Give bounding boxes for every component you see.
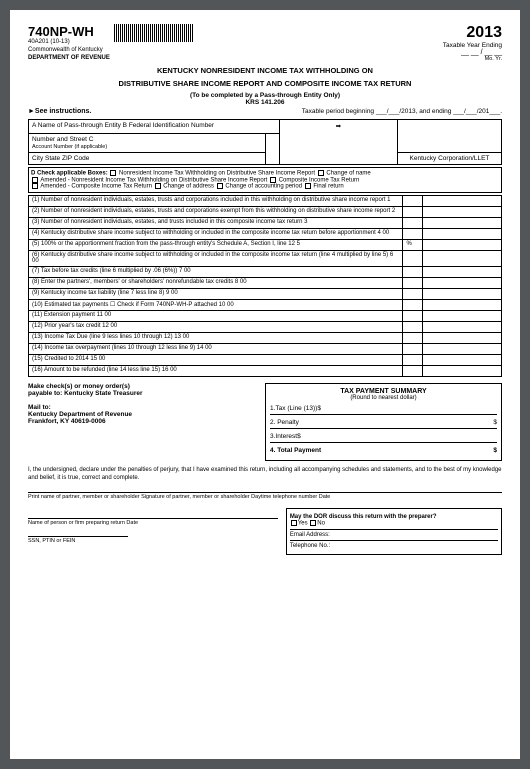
- arrow-icon: ➡: [279, 120, 397, 165]
- checkbox-d3[interactable]: [32, 177, 38, 183]
- email-field[interactable]: Email Address:: [290, 530, 498, 541]
- title-line3: (To be completed by a Pass-through Entit…: [28, 92, 502, 99]
- line-13: (13) Income Tax Due (line 9 less lines 1…: [29, 332, 403, 343]
- line-10: (10) Estimated tax payments ☐ Check if F…: [29, 299, 403, 310]
- telephone-field[interactable]: Telephone No.:: [290, 541, 498, 551]
- line-6: (6) Kentucky distributive share income s…: [29, 250, 403, 266]
- tax-year: 2013: [443, 24, 502, 42]
- line-16: (16) Amount to be refunded (line 14 less…: [29, 365, 403, 376]
- checkbox-no[interactable]: [310, 520, 316, 526]
- entity-info-table: A Name of Pass-through Entity B Federal …: [28, 119, 502, 165]
- title-line2: DISTRIBUTIVE SHARE INCOME REPORT AND COM…: [28, 79, 502, 88]
- checkbox-d8[interactable]: [305, 183, 311, 189]
- line-11: (11) Extension payment 11 00: [29, 310, 403, 321]
- address-c-field[interactable]: Number and Street CAccount Number (if ap…: [29, 134, 266, 153]
- preparer-box: May the DOR discuss this return with the…: [286, 508, 502, 555]
- box-a-label[interactable]: A Name of Pass-through Entity B Federal …: [29, 120, 280, 134]
- form-number: 740NP-WH: [28, 24, 110, 39]
- line-15: (15) Credited to 2014 15 00: [29, 354, 403, 365]
- checkbox-d7[interactable]: [217, 183, 223, 189]
- see-instructions: ►See instructions.: [28, 108, 91, 115]
- summary-interest: 3.Interest$: [270, 433, 301, 440]
- line-14: (14) Income tax overpayment (lines 10 th…: [29, 343, 403, 354]
- line-2: (2) Number of nonresident individuals, e…: [29, 206, 403, 217]
- commonwealth-text: Commonwealth of Kentucky: [28, 47, 110, 53]
- payment-summary-box: TAX PAYMENT SUMMARY (Round to nearest do…: [265, 383, 502, 461]
- summary-tax: 1.Tax (Line (13))$: [270, 405, 321, 412]
- header: 740NP-WH 40A201 (10-13) Commonwealth of …: [28, 24, 502, 62]
- barcode: [114, 24, 194, 42]
- summary-total: 4. Total Payment: [270, 447, 321, 454]
- department-text: DEPARTMENT OF REVENUE: [28, 55, 110, 61]
- pct-symbol: %: [403, 239, 423, 250]
- llet-field[interactable]: Kentucky Corporation/LLET: [397, 153, 501, 165]
- line-7: (7) Tax before tax credits (line 6 multi…: [29, 266, 403, 277]
- fed-id-field[interactable]: [397, 120, 501, 153]
- line-12: (12) Prior year's tax credit 12 00: [29, 321, 403, 332]
- checkbox-d4[interactable]: [270, 177, 276, 183]
- line-8: (8) Enter the partners', members' or sha…: [29, 277, 403, 288]
- date-field[interactable]: __ __ / __ __: [443, 49, 502, 56]
- line-4: (4) Kentucky distributive share income s…: [29, 228, 403, 239]
- city-state-zip-field[interactable]: City State ZIP Code: [29, 153, 266, 165]
- tax-period-text: Taxable period beginning ___/___/2013, a…: [302, 108, 502, 115]
- summary-penalty: 2. Penalty: [270, 419, 299, 426]
- mailing-info: Make check(s) or money order(s) payable …: [28, 383, 255, 461]
- summary-title: TAX PAYMENT SUMMARY: [270, 388, 497, 395]
- spacer: [265, 134, 279, 165]
- declaration-text: I, the undersigned, declare under the pe…: [28, 467, 502, 483]
- preparer-signature-line[interactable]: Name of person or firm preparing return …: [28, 518, 278, 526]
- signature-line-1[interactable]: Print name of partner, member or shareho…: [28, 492, 502, 500]
- line-5: (5) 100% or the apportionment fraction f…: [29, 239, 403, 250]
- d-header: D Check applicable Boxes:: [31, 171, 108, 177]
- tax-year-label: Taxable Year Ending: [443, 42, 502, 49]
- checkbox-d2[interactable]: [318, 170, 324, 176]
- line-9: (9) Kentucky income tax liability (line …: [29, 288, 403, 299]
- line-3: (3) Number of nonresident individuals, e…: [29, 217, 403, 228]
- tax-form-page: 740NP-WH 40A201 (10-13) Commonwealth of …: [10, 10, 520, 759]
- title-line1: KENTUCKY NONRESIDENT INCOME TAX WITHHOLD…: [28, 66, 502, 75]
- sub-form-code: 40A201 (10-13): [28, 39, 110, 45]
- lines-table: (1) Number of nonresident individuals, e…: [28, 195, 502, 377]
- checkbox-d6[interactable]: [155, 183, 161, 189]
- checkbox-section-d: D Check applicable Boxes: Nonresident In…: [28, 167, 502, 193]
- krs-ref: KRS 141.206: [28, 99, 502, 106]
- mo-yr-label: Mo. Yr.: [443, 56, 502, 62]
- checkbox-d1[interactable]: [110, 170, 116, 176]
- line-1: (1) Number of nonresident individuals, e…: [29, 195, 403, 206]
- checkbox-d5[interactable]: [32, 183, 38, 189]
- checkbox-yes[interactable]: [291, 520, 297, 526]
- ssn-line[interactable]: SSN, PTIN or FEIN: [28, 536, 128, 544]
